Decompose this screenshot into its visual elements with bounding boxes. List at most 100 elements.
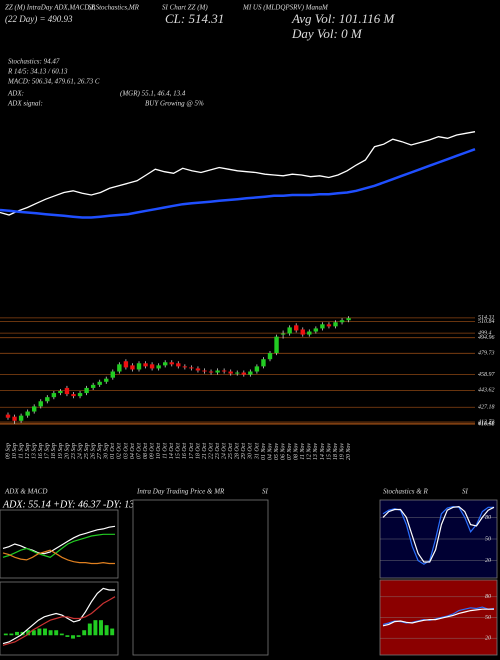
histogram-bar (71, 635, 75, 639)
candle-body (25, 411, 30, 416)
series-line (2, 549, 115, 565)
avg-vol: Avg Vol: 101.116 M (291, 11, 395, 26)
x-tick-label: 05 Nov (274, 443, 280, 461)
candle-body (221, 370, 227, 372)
x-tick-label: 30 Sep (104, 443, 110, 460)
y-tick-label: 410.58 (478, 421, 495, 428)
y-tick-label: 50 (485, 615, 491, 621)
x-tick-label: 07 Oct (136, 443, 142, 459)
series-line (2, 587, 115, 645)
candle-body (123, 361, 129, 368)
x-tick-label: 14 Oct (168, 443, 175, 459)
panel-title: Intra Day Trading Price & MR (136, 488, 225, 496)
candle-body (346, 318, 351, 321)
series-line (2, 533, 115, 558)
candle-body (18, 415, 24, 421)
y-tick-label: 514.31 (478, 314, 495, 321)
x-tick-label: 13 Nov (313, 443, 319, 461)
histogram-bar (54, 630, 59, 636)
x-tick-label: 25 Oct (228, 443, 234, 459)
y-tick-label: 412.73 (478, 418, 495, 425)
candle-body (261, 359, 266, 367)
series-line (382, 606, 495, 625)
panel-subtitle: SI (462, 488, 469, 496)
candle-body (300, 329, 305, 335)
adx-values: (MGR) 55.1, 46.4, 13.4 (120, 90, 186, 98)
header-item: ZZ (M) IntraDay ADX,MACD,B (5, 4, 96, 12)
header-item: SI Chart ZZ (M) (162, 4, 208, 12)
candle-body (71, 394, 76, 397)
x-tick-label: 01 Oct (110, 443, 116, 459)
candle-body (254, 366, 260, 372)
y-tick-label: 510.84 (478, 318, 495, 325)
panel (0, 509, 119, 579)
x-tick-label: 06 Nov (280, 443, 286, 461)
y-tick-label: 458.97 (478, 371, 496, 378)
candle-body (176, 363, 181, 367)
y-tick-label: 411.41 (478, 420, 494, 427)
candle-body (339, 320, 345, 323)
y-tick-label: 20 (485, 636, 491, 642)
panel-title: ADX & MACD (4, 488, 47, 496)
series-line (382, 505, 495, 563)
candle-body (45, 397, 50, 402)
x-tick-label: 07 Nov (287, 443, 293, 461)
panel-title: Stochastics & R (383, 488, 428, 496)
x-tick-label: 21 Oct (202, 443, 208, 459)
header-item: SI,Stochastics,MR (88, 4, 140, 12)
x-tick-label: 02 Oct (117, 443, 123, 459)
histogram-bar (87, 623, 92, 636)
candle-body (202, 370, 207, 372)
candle-body (287, 327, 292, 334)
candle-body (136, 363, 142, 370)
candle-body (333, 322, 338, 327)
stat: R 14/5: 34.13 / 60.13 (7, 68, 68, 76)
histogram-bar (93, 620, 98, 636)
x-tick-label: 11 Sep (18, 443, 24, 459)
y-tick-label: 479.73 (478, 350, 495, 357)
candle-body (228, 371, 233, 374)
x-tick-label: 15 Nov (326, 443, 332, 461)
stat: MACD: 506.34, 479.61, 26.73 C (7, 78, 100, 86)
candle-body (149, 364, 155, 369)
candle-body (274, 336, 279, 354)
histogram-bar (48, 630, 53, 636)
x-tick-label: 04 Oct (129, 443, 136, 459)
day-vol: Day Vol: 0 M (291, 26, 363, 41)
histogram-bar (104, 625, 109, 636)
candle-body (130, 365, 135, 370)
x-tick-label: 13 Sep (32, 443, 38, 459)
ma-text: (22 Day) = 490.93 (5, 14, 73, 24)
x-tick-label: 10 Sep (12, 443, 18, 459)
y-tick-label: 427.18 (478, 404, 495, 411)
candle-body (215, 370, 220, 373)
histogram-bar (65, 635, 70, 637)
candle-body (248, 371, 253, 375)
candle-body (110, 371, 115, 378)
candle-body (320, 324, 325, 329)
panel (0, 581, 119, 656)
signal-value: BUY Growing @ 5% (145, 100, 204, 108)
x-tick-label: 09 Oct (149, 443, 155, 459)
x-tick-label: 31 Oct (254, 443, 260, 460)
x-tick-label: 12 Sep (25, 443, 31, 459)
histogram-bar (37, 628, 42, 636)
histogram-bar (9, 633, 14, 636)
y-tick-label: 499.4 (478, 330, 492, 337)
y-tick-label: 50 (485, 536, 491, 542)
candle-body (12, 416, 17, 421)
candle-body (313, 328, 319, 332)
y-tick-label: 80 (485, 515, 491, 521)
x-tick-label: 20 Sep (64, 443, 70, 459)
histogram-bar (59, 633, 64, 636)
x-tick-label: 26 Sep (91, 443, 97, 459)
candle-body (307, 331, 312, 335)
x-tick-label: 08 Oct (143, 443, 149, 459)
candle-body (208, 371, 214, 373)
x-tick-label: 22 Oct (208, 443, 214, 459)
signal-label: ADX signal: (7, 100, 43, 108)
candle-body (189, 367, 194, 369)
candle-body (195, 368, 201, 371)
candle-body (280, 333, 286, 335)
series-line (2, 596, 116, 646)
